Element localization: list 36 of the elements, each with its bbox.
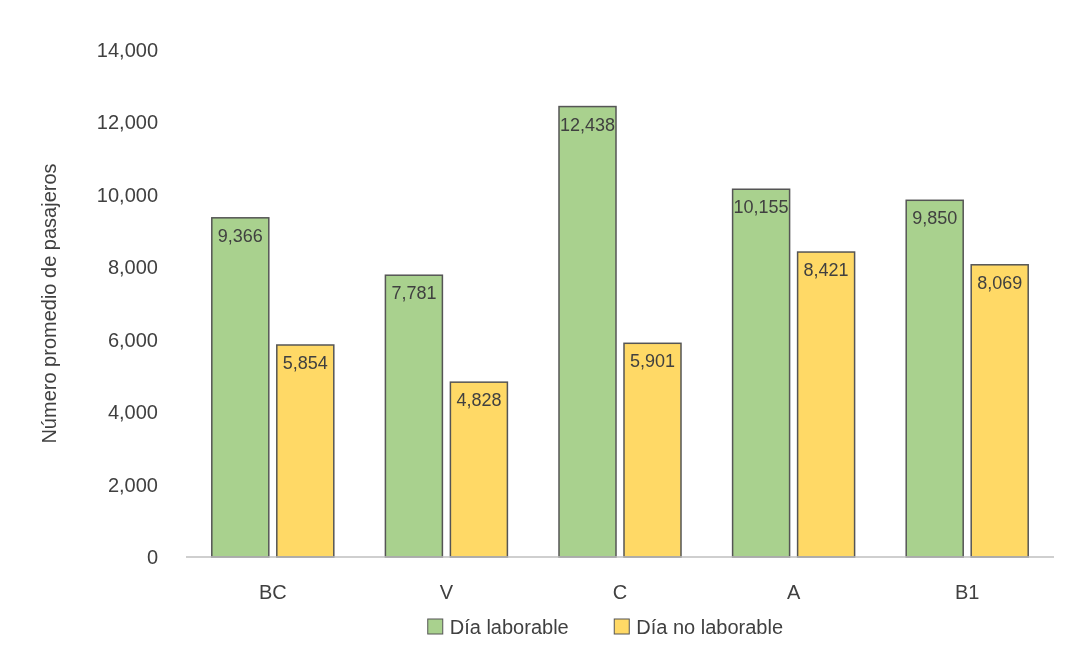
y-tick-label: 14,000 xyxy=(96,39,158,61)
bar xyxy=(970,264,1029,558)
y-tick-label: 8,000 xyxy=(107,256,158,279)
data-label: 5,854 xyxy=(282,353,328,373)
legend-label: Día laborable xyxy=(449,616,569,638)
data-label: 9,366 xyxy=(217,225,263,246)
bar xyxy=(796,251,856,558)
data-label: 7,781 xyxy=(391,283,437,304)
data-label: 8,421 xyxy=(803,260,849,281)
y-tick-label: 6,000 xyxy=(107,328,158,351)
data-label: 5,901 xyxy=(629,351,676,372)
y-tick-label: 2,000 xyxy=(107,473,158,496)
x-tick-label: V xyxy=(439,581,454,603)
data-label: 12,438 xyxy=(559,114,616,135)
x-tick-label: B1 xyxy=(954,581,980,603)
y-tick-label: 12,000 xyxy=(96,111,158,134)
bar xyxy=(211,217,270,558)
y-tick-label: 4,000 xyxy=(107,401,158,424)
legend-label: Día no laborable xyxy=(636,616,784,638)
data-label: 4,828 xyxy=(456,390,502,411)
y-tick-label: 0 xyxy=(146,546,158,568)
bar xyxy=(731,188,791,558)
bar xyxy=(623,342,682,558)
y-tick-label: 10,000 xyxy=(96,183,158,206)
bar xyxy=(905,199,964,558)
bar xyxy=(558,105,617,558)
x-tick-label: A xyxy=(786,581,801,603)
data-label: 9,850 xyxy=(912,208,958,229)
data-label: 10,155 xyxy=(733,197,789,218)
bar xyxy=(449,381,509,558)
bar xyxy=(276,344,335,558)
x-tick-label: BC xyxy=(258,581,287,603)
y-axis-title: Número promedio de pasajeros xyxy=(38,163,60,444)
bar xyxy=(384,274,444,558)
x-tick-label: C xyxy=(612,581,628,603)
data-label: 8,069 xyxy=(977,272,1023,293)
